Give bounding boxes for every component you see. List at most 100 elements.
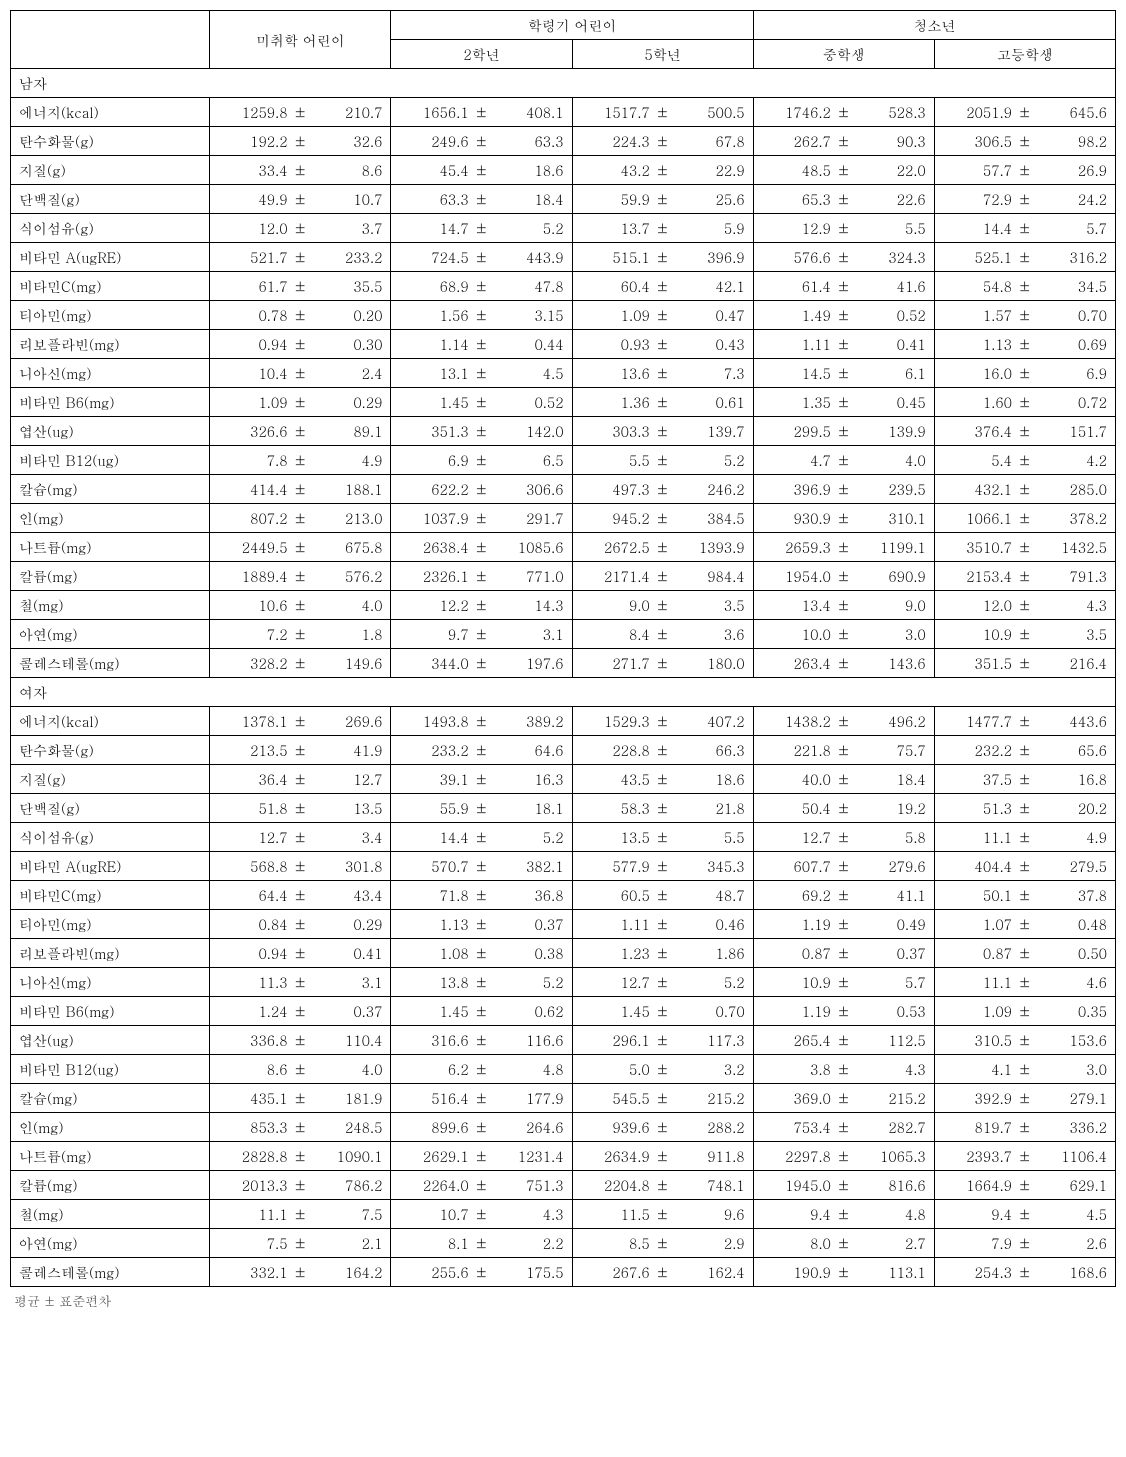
mean-value: 1.19 — [753, 997, 833, 1026]
plus-minus: ± — [1014, 910, 1035, 939]
plus-minus: ± — [471, 910, 492, 939]
mean-value: 332.1 — [210, 1258, 290, 1287]
mean-value: 12.2 — [391, 591, 471, 620]
table-row: 인(mg)807.2±213.01037.9±291.7945.2±384.59… — [11, 504, 1116, 533]
sd-value: 4.5 — [492, 359, 572, 388]
mean-value: 930.9 — [753, 504, 833, 533]
plus-minus: ± — [833, 301, 854, 330]
sd-value: 690.9 — [854, 562, 934, 591]
sd-value: 396.9 — [673, 243, 753, 272]
mean-value: 50.4 — [753, 794, 833, 823]
sd-value: 18.6 — [673, 765, 753, 794]
plus-minus: ± — [652, 591, 673, 620]
mean-value: 1.11 — [572, 910, 652, 939]
table-row: 에너지(kcal)1378.1±269.61493.8±389.21529.3±… — [11, 707, 1116, 736]
sd-value: 279.6 — [854, 852, 934, 881]
row-label: 지질(g) — [11, 765, 210, 794]
sd-value: 2.4 — [311, 359, 391, 388]
row-label: 리보플라빈(mg) — [11, 939, 210, 968]
plus-minus: ± — [1014, 562, 1035, 591]
table-row: 엽산(ug)336.8±110.4316.6±116.6296.1±117.32… — [11, 1026, 1116, 1055]
mean-value: 1.11 — [753, 330, 833, 359]
mean-value: 48.5 — [753, 156, 833, 185]
plus-minus: ± — [471, 591, 492, 620]
plus-minus: ± — [290, 968, 311, 997]
plus-minus: ± — [652, 736, 673, 765]
sd-value: 279.1 — [1035, 1084, 1115, 1113]
sd-value: 5.2 — [492, 214, 572, 243]
table-row: 니아신(mg)11.3±3.113.8±5.212.7±5.210.9±5.71… — [11, 968, 1116, 997]
plus-minus: ± — [471, 649, 492, 678]
plus-minus: ± — [833, 1142, 854, 1171]
sd-value: 345.3 — [673, 852, 753, 881]
mean-value: 1.45 — [391, 388, 471, 417]
plus-minus: ± — [290, 910, 311, 939]
plus-minus: ± — [652, 910, 673, 939]
row-label: 칼륨(mg) — [11, 562, 210, 591]
mean-value: 228.8 — [572, 736, 652, 765]
mean-value: 2264.0 — [391, 1171, 471, 1200]
plus-minus: ± — [290, 1142, 311, 1171]
plus-minus: ± — [833, 272, 854, 301]
plus-minus: ± — [652, 214, 673, 243]
mean-value: 11.3 — [210, 968, 290, 997]
table-row: 아연(mg)7.2±1.89.7±3.18.4±3.610.0±3.010.9±… — [11, 620, 1116, 649]
table-row: 지질(g)36.4±12.739.1±16.343.5±18.640.0±18.… — [11, 765, 1116, 794]
mean-value: 1954.0 — [753, 562, 833, 591]
mean-value: 1438.2 — [753, 707, 833, 736]
mean-value: 724.5 — [391, 243, 471, 272]
table-row: 칼슘(mg)414.4±188.1622.2±306.6497.3±246.23… — [11, 475, 1116, 504]
mean-value: 2326.1 — [391, 562, 471, 591]
sd-value: 2.9 — [673, 1229, 753, 1258]
plus-minus: ± — [652, 417, 673, 446]
sd-value: 378.2 — [1035, 504, 1115, 533]
mean-value: 525.1 — [934, 243, 1014, 272]
plus-minus: ± — [1014, 736, 1035, 765]
sd-value: 143.6 — [854, 649, 934, 678]
sd-value: 112.5 — [854, 1026, 934, 1055]
mean-value: 61.4 — [753, 272, 833, 301]
mean-value: 65.3 — [753, 185, 833, 214]
sd-value: 162.4 — [673, 1258, 753, 1287]
mean-value: 1477.7 — [934, 707, 1014, 736]
plus-minus: ± — [652, 562, 673, 591]
mean-value: 5.4 — [934, 446, 1014, 475]
plus-minus: ± — [1014, 1200, 1035, 1229]
sd-value: 116.6 — [492, 1026, 572, 1055]
plus-minus: ± — [290, 98, 311, 127]
plus-minus: ± — [1014, 272, 1035, 301]
plus-minus: ± — [1014, 1113, 1035, 1142]
row-label: 엽산(ug) — [11, 1026, 210, 1055]
plus-minus: ± — [833, 939, 854, 968]
sd-value: 389.2 — [492, 707, 572, 736]
plus-minus: ± — [471, 939, 492, 968]
plus-minus: ± — [833, 736, 854, 765]
mean-value: 0.87 — [753, 939, 833, 968]
sd-value: 4.0 — [311, 591, 391, 620]
sd-value: 168.6 — [1035, 1258, 1115, 1287]
row-label: 인(mg) — [11, 504, 210, 533]
sd-value: 0.48 — [1035, 910, 1115, 939]
table-row: 칼슘(mg)435.1±181.9516.4±177.9545.5±215.23… — [11, 1084, 1116, 1113]
plus-minus: ± — [833, 1229, 854, 1258]
plus-minus: ± — [471, 98, 492, 127]
mean-value: 4.1 — [934, 1055, 1014, 1084]
plus-minus: ± — [290, 533, 311, 562]
mean-value: 3.8 — [753, 1055, 833, 1084]
mean-value: 11.1 — [210, 1200, 290, 1229]
sd-value: 316.2 — [1035, 243, 1115, 272]
mean-value: 2297.8 — [753, 1142, 833, 1171]
row-label: 칼슘(mg) — [11, 1084, 210, 1113]
plus-minus: ± — [1014, 127, 1035, 156]
plus-minus: ± — [1014, 939, 1035, 968]
plus-minus: ± — [290, 243, 311, 272]
mean-value: 267.6 — [572, 1258, 652, 1287]
mean-value: 10.0 — [753, 620, 833, 649]
table-row: 비타민 B12(ug)8.6±4.06.2±4.85.0±3.23.8±4.34… — [11, 1055, 1116, 1084]
table-row: 나트륨(mg)2449.5±675.82638.4±1085.62672.5±1… — [11, 533, 1116, 562]
plus-minus: ± — [471, 243, 492, 272]
mean-value: 13.7 — [572, 214, 652, 243]
plus-minus: ± — [290, 1258, 311, 1287]
row-label: 철(mg) — [11, 1200, 210, 1229]
mean-value: 12.9 — [753, 214, 833, 243]
